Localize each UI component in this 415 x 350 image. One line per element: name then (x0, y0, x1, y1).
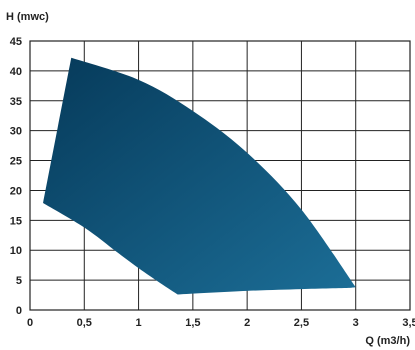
y-tick-label-4: 20 (10, 185, 22, 197)
y-tick-label-8: 40 (10, 66, 22, 78)
x-tick-label-7: 3,5 (402, 317, 415, 329)
plot-frame (29, 40, 411, 311)
y-tick-label-0: 0 (16, 305, 22, 317)
x-tick-label-3: 1,5 (185, 317, 200, 329)
x-tick-label-2: 1 (136, 317, 142, 329)
x-tick-label-4: 2 (244, 317, 250, 329)
y-tick-label-5: 25 (10, 156, 22, 168)
x-tick-label-0: 0 (27, 317, 33, 329)
y-tick-label-1: 5 (16, 275, 22, 287)
y-tick-label-6: 30 (10, 126, 22, 138)
x-axis-title: Q (m3/h) (365, 335, 410, 347)
operating-region-layer (43, 57, 356, 295)
axes (29, 40, 411, 311)
operating-region-area (43, 57, 356, 295)
y-tick-label-7: 35 (10, 96, 22, 108)
x-tick-label-6: 3 (353, 317, 359, 329)
y-tick-label-9: 45 (10, 36, 22, 48)
y-axis-title: H (mwc) (6, 11, 49, 23)
x-tick-label-1: 0,5 (77, 317, 92, 329)
x-tick-label-5: 2,5 (294, 317, 309, 329)
y-tick-label-2: 10 (10, 245, 22, 257)
y-tick-label-3: 15 (10, 215, 22, 227)
tick-labels: 0 0,5 1 1,5 2 2,5 3 3,5 0 5 10 15 20 25 30 35 40 45 (10, 36, 415, 329)
